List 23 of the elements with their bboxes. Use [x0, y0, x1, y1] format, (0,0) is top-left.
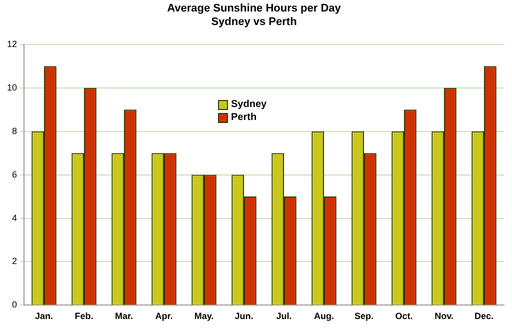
- y-tick-label: 6: [12, 169, 18, 180]
- y-tick-label: 0: [12, 300, 18, 310]
- x-tick-label: Nov.: [434, 311, 454, 322]
- y-tick-label: 10: [6, 82, 18, 92]
- y-tick-label: 8: [12, 126, 18, 136]
- y-tick-label: 2: [12, 256, 18, 266]
- x-tick-label: Apr.: [155, 311, 173, 322]
- x-tick-label: Mar.: [115, 311, 134, 322]
- x-tick-label: Jan.: [35, 311, 54, 322]
- x-tick-label: Jul.: [276, 311, 292, 322]
- y-tick-label: 4: [12, 212, 18, 223]
- x-tick-label: May.: [194, 311, 214, 322]
- y-tick-label: 12: [6, 38, 18, 49]
- x-tick-label: Jun.: [234, 311, 254, 322]
- x-tick-label: Oct.: [395, 311, 413, 322]
- legend-label: Sydney: [231, 98, 267, 111]
- x-tick-label: Sep.: [354, 311, 374, 322]
- x-tick-label: Feb.: [74, 311, 94, 322]
- x-tick-label: Dec.: [474, 311, 494, 322]
- x-tick-label: Aug.: [314, 311, 334, 322]
- chart-subtitle: Sydney vs Perth: [211, 16, 298, 28]
- chart-title: Average Sunshine Hours per Day: [167, 2, 342, 15]
- legend-label: Perth: [231, 111, 257, 124]
